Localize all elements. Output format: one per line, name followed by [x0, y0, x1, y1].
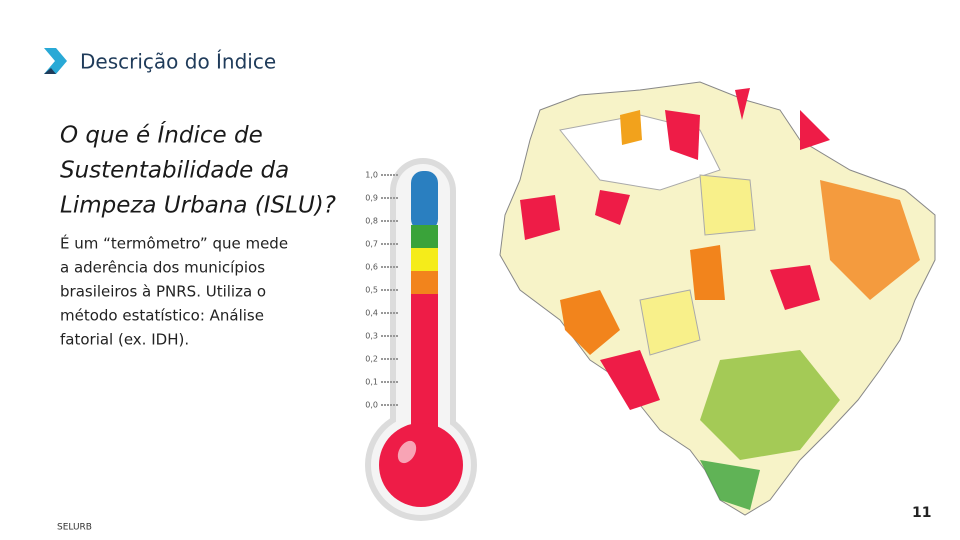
band-orange [411, 271, 438, 294]
logo-accent [44, 68, 56, 74]
map [499, 81, 936, 516]
region [620, 110, 642, 145]
band-green [411, 225, 438, 248]
scale-label: 0,7 [365, 240, 378, 249]
band-yellow [411, 248, 438, 271]
region [700, 460, 760, 510]
body-line: brasileiros à PNRS. Utiliza o [60, 283, 266, 301]
body-line: a aderência dos municípios [60, 259, 265, 277]
region [560, 290, 620, 355]
bulb [379, 423, 463, 507]
footer-brand: SELURB [57, 523, 92, 533]
question: O que é Índice de Sustentabilidade da Limp… [60, 121, 336, 219]
region [520, 195, 560, 240]
region [639, 289, 701, 356]
region [735, 88, 750, 120]
body-line: fatorial (ex. IDH). [60, 331, 189, 349]
scale-label: 1,0 [365, 171, 378, 180]
scale-label: 0,5 [365, 286, 378, 295]
body-line: método estatístico: Análise [60, 307, 264, 325]
scale-label: 0,0 [365, 401, 378, 410]
scale-label: 0,6 [365, 263, 378, 272]
band-blue [411, 171, 438, 231]
thermometer: 1,0 0,9 0,8 0,7 0,6 0,5 0,4 0,3 0,2 0,1 0,0 [365, 158, 477, 521]
question-line: O que é Índice de [60, 121, 263, 149]
band-red [411, 294, 438, 444]
scale: 1,0 0,9 0,8 0,7 0,6 0,5 0,4 0,3 0,2 0,1 0,0 [365, 171, 398, 410]
scale-label: 0,8 [365, 217, 378, 226]
question-line: Sustentabilidade da [60, 158, 289, 184]
question-line: Limpeza Urbana (ISLU)? [60, 193, 336, 219]
body-text: É um “termômetro” que mede a aderência do… [60, 234, 288, 349]
scale-label: 0,3 [365, 332, 378, 341]
region [595, 190, 630, 225]
scale-label: 0,2 [365, 355, 378, 364]
scale-label: 0,4 [365, 309, 378, 318]
region [800, 110, 830, 150]
scale-label: 0,1 [365, 378, 378, 387]
region [770, 265, 820, 310]
page-number: 11 [912, 505, 931, 521]
logo [44, 48, 67, 74]
region [700, 350, 840, 460]
body-line: É um “termômetro” que mede [60, 234, 288, 253]
region [600, 350, 660, 410]
region [820, 180, 920, 300]
region [699, 174, 756, 236]
scale-label: 0,9 [365, 194, 378, 203]
bulb-shine [397, 440, 417, 464]
region [665, 110, 700, 160]
header-title: Descrição do Índice [80, 50, 276, 74]
region [690, 245, 725, 300]
